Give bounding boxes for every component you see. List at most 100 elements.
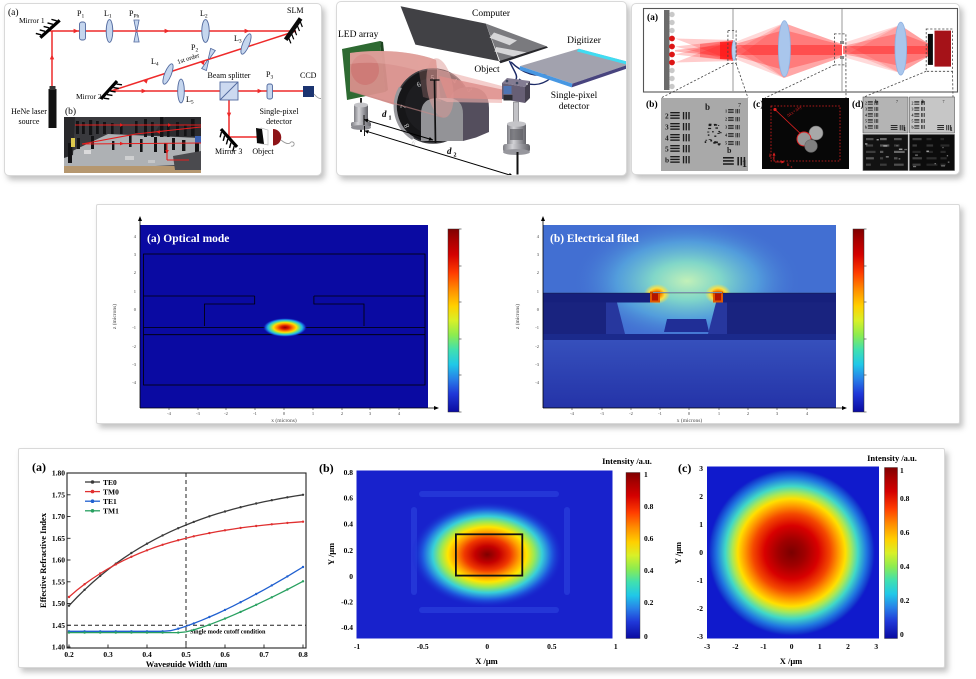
svg-text:b: b — [705, 102, 710, 112]
svg-text:1: 1 — [134, 289, 136, 294]
svg-text:-3: -3 — [600, 411, 604, 416]
svg-text:0.8: 0.8 — [298, 650, 308, 659]
svg-text:Effective Refractive Index: Effective Refractive Index — [38, 512, 48, 608]
svg-text:k: k — [769, 153, 772, 159]
svg-text:4: 4 — [537, 234, 540, 239]
svg-text:2: 2 — [699, 492, 703, 501]
svg-text:1: 1 — [725, 109, 727, 114]
svg-text:0: 0 — [644, 632, 648, 641]
svg-text:z (microns): z (microns) — [111, 304, 118, 329]
svg-text:Y /μm: Y /μm — [673, 542, 683, 564]
svg-text:6: 6 — [415, 79, 423, 89]
svg-text:-0.2: -0.2 — [341, 598, 353, 607]
svg-text:Beam splitter: Beam splitter — [208, 71, 251, 80]
svg-text:0.5: 0.5 — [181, 650, 191, 659]
svg-text:-3: -3 — [196, 411, 200, 416]
svg-text:-3: -3 — [697, 632, 703, 641]
svg-text:(a): (a) — [647, 12, 658, 23]
svg-text:4: 4 — [806, 411, 809, 416]
svg-text:4: 4 — [665, 133, 669, 142]
svg-text:L1: L1 — [104, 9, 112, 20]
svg-text:0: 0 — [900, 630, 904, 639]
svg-text:0.6: 0.6 — [344, 494, 354, 503]
svg-text:b: b — [912, 125, 914, 129]
svg-text:1: 1 — [900, 466, 904, 475]
svg-text:LED array: LED array — [338, 30, 379, 40]
svg-text:HeNe laser: HeNe laser — [11, 107, 47, 116]
svg-text:0.6: 0.6 — [220, 650, 230, 659]
svg-text:Mirror 3: Mirror 3 — [215, 147, 242, 156]
svg-text:(c): (c) — [678, 461, 691, 475]
svg-text:1.45: 1.45 — [52, 621, 65, 630]
svg-text:2: 2 — [341, 411, 343, 416]
svg-text:0: 0 — [134, 307, 137, 312]
svg-text:5: 5 — [912, 119, 914, 123]
svg-text:P2: P2 — [191, 43, 198, 54]
svg-text:-2: -2 — [697, 604, 703, 613]
svg-text:1.50: 1.50 — [52, 599, 65, 608]
svg-text:1: 1 — [644, 470, 648, 479]
svg-text:-2: -2 — [535, 344, 539, 349]
svg-text:L5: L5 — [186, 95, 194, 106]
svg-text:0.8: 0.8 — [644, 502, 654, 511]
svg-text:1: 1 — [718, 411, 720, 416]
svg-text:0.2: 0.2 — [344, 546, 354, 555]
svg-text:0: 0 — [790, 642, 794, 651]
svg-text:-2: -2 — [732, 642, 738, 651]
svg-text:2: 2 — [134, 270, 136, 275]
svg-text:7: 7 — [943, 99, 945, 104]
svg-text:b: b — [865, 125, 867, 129]
svg-text:3: 3 — [369, 411, 372, 416]
svg-text:detector: detector — [266, 117, 292, 126]
svg-text:0.8: 0.8 — [900, 494, 910, 503]
svg-text:4: 4 — [865, 113, 867, 117]
svg-text:5: 5 — [665, 144, 669, 153]
svg-text:Object: Object — [474, 65, 500, 75]
svg-text:b: b — [922, 100, 925, 105]
svg-text:-2: -2 — [132, 344, 136, 349]
svg-text:Single-pixel: Single-pixel — [551, 91, 598, 101]
svg-text:L2: L2 — [200, 9, 208, 20]
svg-text:4: 4 — [398, 411, 401, 416]
svg-text:x (microns): x (microns) — [271, 417, 297, 423]
svg-text:0.3: 0.3 — [103, 650, 113, 659]
svg-text:0: 0 — [485, 642, 489, 651]
svg-text:X /μm: X /μm — [475, 656, 498, 666]
svg-text:1: 1 — [614, 642, 618, 651]
svg-text:0.5: 0.5 — [547, 642, 557, 651]
svg-text:2: 2 — [454, 153, 457, 159]
svg-text:Single mode cutoff condition: Single mode cutoff condition — [190, 628, 266, 635]
svg-text:1.70: 1.70 — [52, 512, 65, 521]
svg-text:0.7: 0.7 — [259, 650, 269, 659]
svg-text:2: 2 — [725, 117, 727, 122]
svg-text:1: 1 — [389, 116, 392, 122]
svg-text:SLM: SLM — [287, 6, 303, 15]
svg-text:Intensity /a.u.: Intensity /a.u. — [867, 453, 917, 463]
svg-text:-1: -1 — [132, 325, 136, 330]
svg-text:1.60: 1.60 — [52, 556, 65, 565]
svg-text:2: 2 — [912, 101, 914, 105]
svg-text:3: 3 — [865, 107, 867, 111]
svg-text:1: 1 — [950, 126, 953, 133]
svg-text:source: source — [19, 117, 40, 126]
svg-text:3: 3 — [874, 642, 878, 651]
svg-text:b: b — [727, 146, 732, 155]
svg-text:-1: -1 — [354, 642, 360, 651]
svg-text:d: d — [382, 109, 387, 119]
svg-text:0.4: 0.4 — [644, 566, 654, 575]
svg-text:1st order: 1st order — [176, 52, 201, 66]
svg-text:Mirror 2: Mirror 2 — [76, 92, 102, 101]
svg-text:1.55: 1.55 — [52, 577, 65, 586]
svg-text:-1: -1 — [253, 411, 257, 416]
svg-text:4: 4 — [134, 234, 137, 239]
svg-text:1: 1 — [699, 520, 703, 529]
svg-text:Y /μm: Y /μm — [326, 543, 336, 565]
svg-text:9: 9 — [409, 138, 417, 148]
svg-text:8: 8 — [402, 122, 412, 130]
svg-text:1: 1 — [818, 642, 822, 651]
svg-text:0: 0 — [537, 307, 540, 312]
svg-text:Waveguide Width /μm: Waveguide Width /μm — [146, 659, 228, 667]
svg-text:3: 3 — [134, 252, 137, 257]
svg-text:4: 4 — [725, 133, 728, 138]
svg-text:-2: -2 — [224, 411, 228, 416]
